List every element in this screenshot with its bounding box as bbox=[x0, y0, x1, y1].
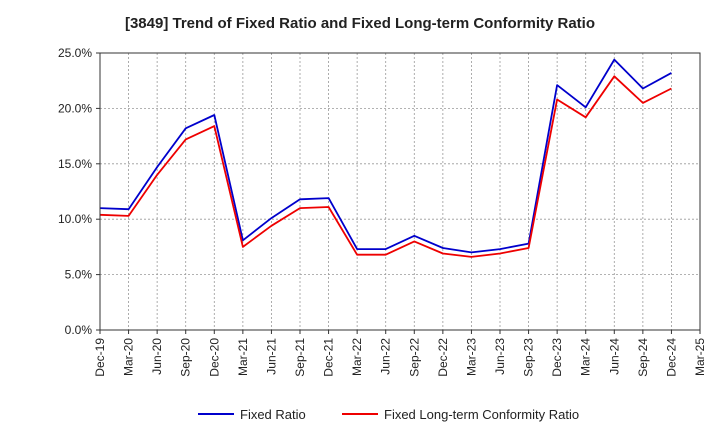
plot-frame bbox=[99, 52, 701, 331]
x-tick-label: Jun-21 bbox=[264, 338, 278, 375]
x-tick-label: Dec-23 bbox=[550, 338, 564, 377]
x-tick-label: Sep-20 bbox=[179, 338, 193, 377]
x-tick-label: Mar-25 bbox=[693, 338, 707, 376]
x-axis: Dec-19 Mar-20 Jun-20 Sep-20 Dec-20 Mar-21 Jun-… bbox=[93, 330, 707, 377]
series-line bbox=[99, 75, 672, 258]
legend-label: Fixed Ratio bbox=[240, 407, 306, 422]
x-tick-label: Jun-24 bbox=[607, 338, 621, 375]
series-lines bbox=[99, 58, 672, 258]
y-tick-label: 20.0% bbox=[58, 101, 92, 115]
legend: Fixed Ratio Fixed Long-term Conformity Ra… bbox=[198, 407, 579, 422]
y-tick-label: 5.0% bbox=[65, 268, 93, 282]
x-tick-label: Jun-22 bbox=[379, 338, 393, 375]
y-tick-label: 15.0% bbox=[58, 157, 92, 171]
x-tick-label: Sep-21 bbox=[293, 338, 307, 377]
x-tick-label: Jun-20 bbox=[150, 338, 164, 375]
x-tick-label: Dec-20 bbox=[207, 338, 221, 377]
x-tick-label: Sep-22 bbox=[407, 338, 421, 377]
x-tick-label: Sep-23 bbox=[522, 338, 536, 377]
y-axis: 0.0% 5.0% 10.0% 15.0% 20.0% 25.0% bbox=[58, 46, 100, 337]
series-line bbox=[99, 58, 672, 254]
x-tick-label: Dec-24 bbox=[664, 338, 678, 377]
x-tick-label: Mar-24 bbox=[579, 338, 593, 376]
x-tick-label: Mar-23 bbox=[464, 338, 478, 376]
y-tick-label: 0.0% bbox=[65, 323, 93, 337]
x-tick-label: Jun-23 bbox=[493, 338, 507, 375]
chart-title: [3849] Trend of Fixed Ratio and Fixed Lo… bbox=[125, 15, 595, 32]
x-tick-label: Dec-21 bbox=[322, 338, 336, 377]
x-tick-label: Dec-22 bbox=[436, 338, 450, 377]
x-tick-label: Mar-22 bbox=[350, 338, 364, 376]
y-tick-label: 10.0% bbox=[58, 212, 92, 226]
legend-label: Fixed Long-term Conformity Ratio bbox=[384, 407, 579, 422]
grid bbox=[100, 53, 700, 330]
x-tick-label: Mar-20 bbox=[122, 338, 136, 376]
x-tick-label: Dec-19 bbox=[93, 338, 107, 377]
x-tick-label: Mar-21 bbox=[236, 338, 250, 376]
x-tick-label: Sep-24 bbox=[636, 338, 650, 377]
y-tick-label: 25.0% bbox=[58, 46, 92, 60]
